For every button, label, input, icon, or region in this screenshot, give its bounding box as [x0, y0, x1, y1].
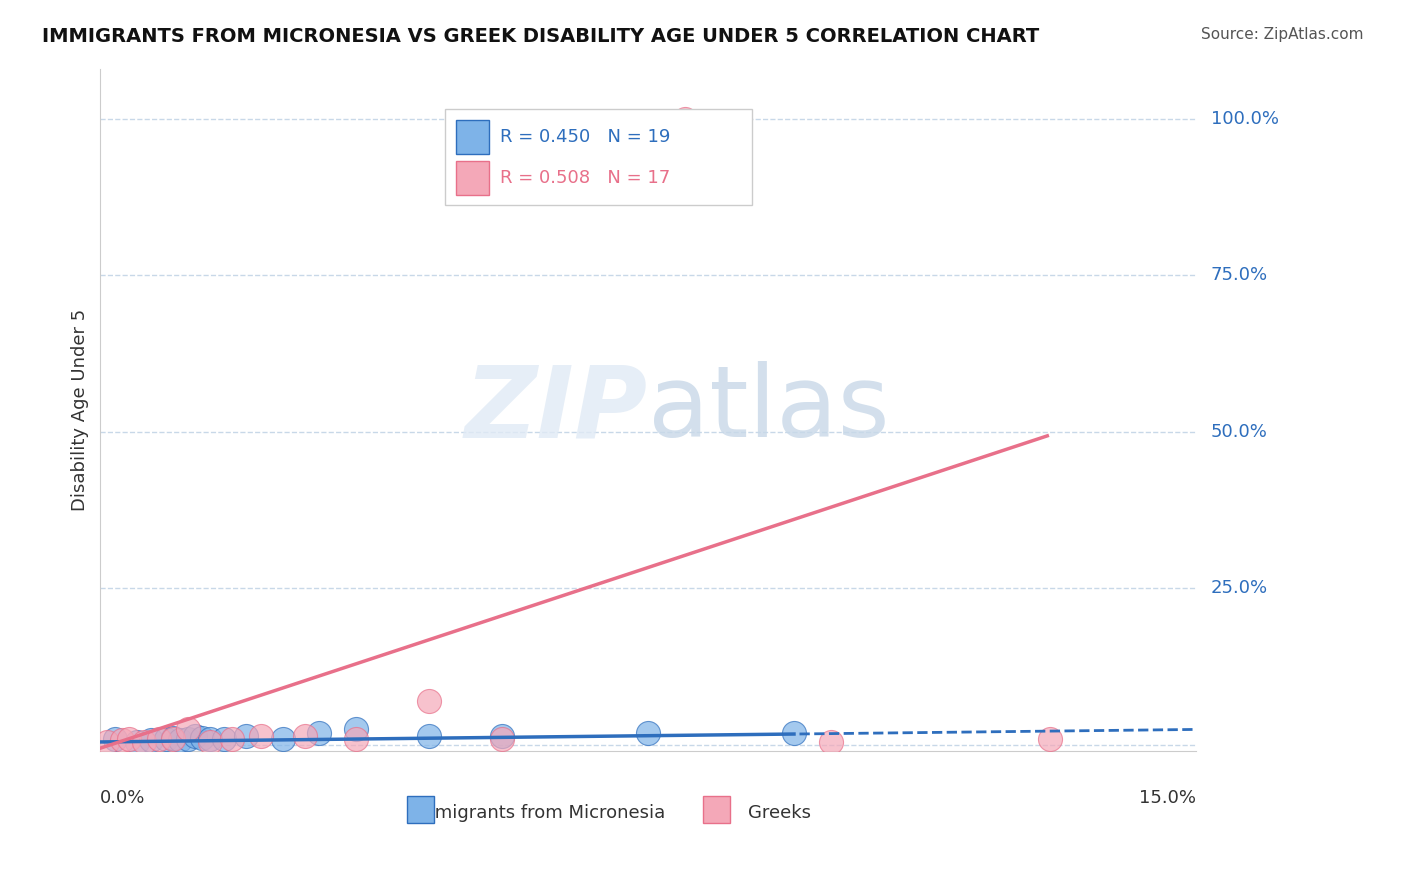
Text: 50.0%: 50.0%	[1211, 423, 1267, 441]
Point	[148, 731, 170, 746]
Point	[198, 731, 221, 746]
Point	[294, 729, 316, 743]
Point	[637, 725, 659, 739]
Point	[235, 729, 257, 743]
Text: ZIP: ZIP	[465, 361, 648, 458]
FancyBboxPatch shape	[446, 110, 752, 205]
Bar	[406, 796, 434, 823]
Point	[118, 731, 141, 746]
Text: Source: ZipAtlas.com: Source: ZipAtlas.com	[1201, 27, 1364, 42]
Point	[96, 735, 118, 749]
Point	[184, 729, 207, 743]
Point	[214, 731, 236, 746]
Text: R = 0.450   N = 19: R = 0.450 N = 19	[506, 141, 690, 160]
Point	[111, 733, 134, 747]
Point	[191, 731, 214, 745]
Point	[344, 731, 367, 746]
Point	[198, 735, 221, 749]
Text: IMMIGRANTS FROM MICRONESIA VS GREEK DISABILITY AGE UNDER 5 CORRELATION CHART: IMMIGRANTS FROM MICRONESIA VS GREEK DISA…	[42, 27, 1039, 45]
Point	[308, 725, 330, 739]
Point	[783, 725, 806, 739]
Point	[132, 735, 155, 749]
Point	[104, 731, 127, 746]
Point	[673, 112, 696, 126]
Point	[250, 729, 273, 743]
Text: R = 0.508   N = 17: R = 0.508 N = 17	[501, 169, 671, 186]
Point	[271, 731, 294, 746]
Point	[491, 729, 513, 743]
Point	[169, 733, 191, 747]
Text: 25.0%: 25.0%	[1211, 580, 1268, 598]
Text: Disability Age Under 5: Disability Age Under 5	[72, 309, 89, 511]
Text: 75.0%: 75.0%	[1211, 266, 1268, 285]
Bar	[457, 120, 489, 154]
Point	[418, 729, 440, 743]
Point	[177, 723, 200, 737]
Point	[141, 733, 163, 747]
Text: R = 0.450   N = 19: R = 0.450 N = 19	[501, 128, 671, 145]
Point	[820, 735, 842, 749]
Point	[418, 694, 440, 708]
Point	[162, 731, 184, 746]
Text: Greeks: Greeks	[748, 804, 811, 822]
Point	[125, 735, 148, 749]
Bar	[457, 161, 489, 194]
Point	[221, 731, 243, 746]
Bar	[703, 796, 730, 823]
Text: 0.0%: 0.0%	[100, 789, 145, 807]
Point	[491, 731, 513, 746]
Text: Immigrants from Micronesia: Immigrants from Micronesia	[412, 804, 665, 822]
Point	[162, 731, 184, 745]
Text: atlas: atlas	[648, 361, 890, 458]
Text: 100.0%: 100.0%	[1211, 110, 1278, 128]
Point	[1039, 731, 1062, 746]
Point	[155, 731, 177, 746]
Point	[344, 723, 367, 737]
Point	[177, 731, 200, 746]
Text: 15.0%: 15.0%	[1139, 789, 1197, 807]
